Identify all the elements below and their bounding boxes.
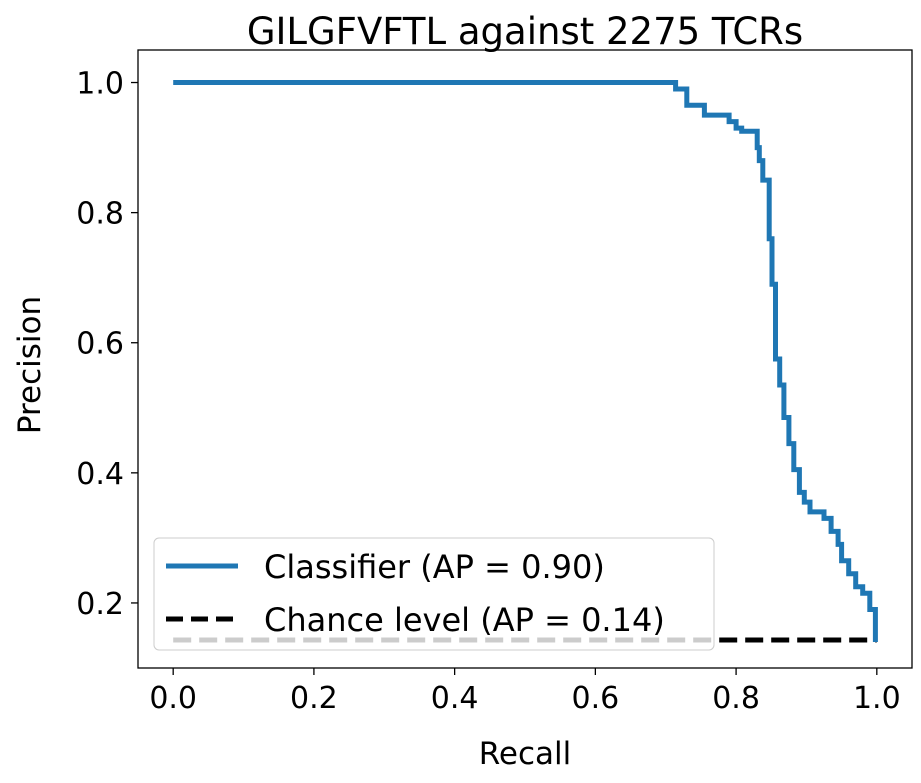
x-tick-label: 0.0	[149, 681, 197, 716]
legend: Classifier (AP = 0.90) Chance level (AP …	[153, 537, 715, 651]
y-axis-label: Precision	[12, 296, 48, 434]
y-tick-label: 0.4	[76, 457, 124, 492]
legend-label-classifier: Classifier (AP = 0.90)	[264, 548, 605, 586]
x-tick-label: 0.4	[431, 681, 479, 716]
x-tick-label: 0.6	[572, 681, 620, 716]
y-tick-label: 1.0	[76, 67, 124, 102]
x-tick-label: 0.8	[712, 681, 760, 716]
y-tick-label: 0.8	[76, 197, 124, 232]
x-tick-label: 1.0	[853, 681, 901, 716]
y-tick-label: 0.6	[76, 327, 124, 362]
legend-box	[153, 537, 715, 651]
x-tick-label: 0.2	[290, 681, 338, 716]
axes-frame	[137, 49, 913, 669]
y-tick-label: 0.2	[76, 587, 124, 622]
x-axis-ticks: 0.0 0.2 0.4 0.6 0.8 1.0	[149, 668, 901, 716]
chart-title: GILGFVFTL against 2275 TCRs	[247, 10, 803, 53]
y-axis-ticks: 0.2 0.4 0.6 0.8 1.0	[76, 67, 138, 622]
legend-label-chance-level: Chance level (AP = 0.14)	[264, 601, 665, 639]
x-axis-label: Recall	[479, 736, 572, 772]
classifier-pr-curve	[173, 80, 878, 642]
